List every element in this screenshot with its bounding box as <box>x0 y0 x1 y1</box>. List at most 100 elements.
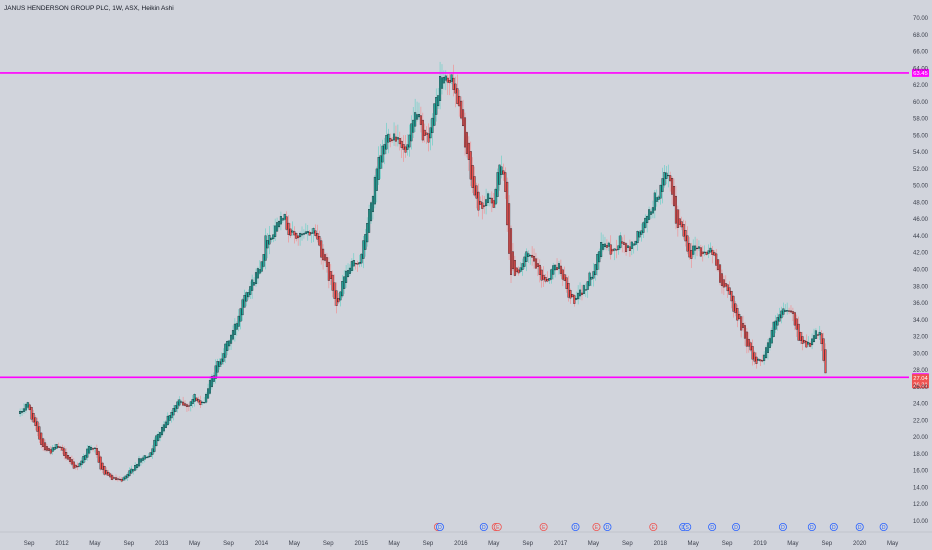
dividend-icon[interactable] <box>479 523 488 532</box>
candle-body <box>97 451 100 463</box>
dividend-icon[interactable] <box>855 523 864 532</box>
candle-body <box>751 346 754 360</box>
candle-body <box>724 283 727 287</box>
event-marker-label: D <box>858 525 862 531</box>
y-tick-label: 58.00 <box>913 117 929 123</box>
candle <box>450 74 453 85</box>
candle-body <box>394 136 397 142</box>
candle-body <box>626 245 630 248</box>
x-tick-label: Sep <box>223 541 234 547</box>
candle <box>607 241 610 252</box>
event-marker-dividend[interactable]: D <box>879 523 888 532</box>
dividend-icon[interactable] <box>829 523 838 532</box>
dividend-icon[interactable] <box>778 523 787 532</box>
candle <box>674 185 677 230</box>
event-marker-earnings[interactable]: E <box>493 523 502 532</box>
event-marker-split[interactable]: S <box>683 523 692 532</box>
y-tick-label: 24.00 <box>913 402 929 408</box>
event-marker-earnings[interactable]: E <box>592 523 601 532</box>
candle <box>590 275 593 287</box>
split-icon[interactable] <box>683 523 692 532</box>
earnings-icon[interactable] <box>592 523 601 532</box>
candle <box>797 316 800 341</box>
dividend-icon[interactable] <box>435 523 444 532</box>
candle <box>283 213 286 221</box>
candle-body <box>393 133 396 141</box>
candle-body <box>410 123 413 142</box>
candle <box>393 122 396 146</box>
candle-body <box>383 144 386 155</box>
candle-body <box>788 310 791 312</box>
candle-body <box>47 448 50 451</box>
earnings-icon[interactable] <box>493 523 502 532</box>
candle-body <box>333 282 336 299</box>
candle-body <box>49 449 52 454</box>
event-marker-earnings[interactable]: E <box>649 523 658 532</box>
event-marker-dividend[interactable]: D <box>855 523 864 532</box>
earnings-icon[interactable] <box>649 523 658 532</box>
candle <box>132 469 135 475</box>
candle <box>145 455 148 459</box>
candle <box>350 258 353 273</box>
candle-body <box>113 477 116 479</box>
candle <box>134 462 137 472</box>
candle <box>513 255 516 277</box>
candle <box>136 463 139 470</box>
candle-body <box>529 254 532 257</box>
candle-body <box>565 277 568 289</box>
candle <box>151 445 154 459</box>
candle-body <box>494 188 497 205</box>
event-marker-label: E <box>542 525 546 531</box>
dividend-icon[interactable] <box>603 523 612 532</box>
earnings-icon[interactable] <box>539 523 548 532</box>
event-marker-dividend[interactable]: D <box>829 523 838 532</box>
candle-body <box>580 292 583 295</box>
dividend-icon[interactable] <box>879 523 888 532</box>
candle <box>649 208 653 219</box>
candle <box>341 274 344 298</box>
candle-body <box>546 279 549 282</box>
event-marker-dividend[interactable]: D <box>571 523 580 532</box>
candle <box>563 266 566 281</box>
candle <box>669 171 672 192</box>
candle-body <box>371 196 374 213</box>
dividend-icon[interactable] <box>571 523 580 532</box>
candle-body <box>352 260 355 267</box>
candle-body <box>602 244 605 250</box>
candle <box>788 307 791 315</box>
event-marker-dividend[interactable]: D <box>778 523 787 532</box>
event-marker-dividend[interactable]: D <box>732 523 741 532</box>
candle <box>527 250 530 263</box>
y-tick-label: 64.00 <box>913 66 929 72</box>
candle <box>256 266 259 284</box>
candle-body <box>59 446 62 448</box>
event-marker-earnings[interactable]: E <box>539 523 548 532</box>
candle-body <box>130 468 133 474</box>
dividend-icon[interactable] <box>807 523 816 532</box>
candle <box>440 64 444 95</box>
event-marker-dividend[interactable]: D <box>807 523 816 532</box>
dividend-icon[interactable] <box>708 523 717 532</box>
candle-body <box>38 426 41 440</box>
candle <box>337 293 340 304</box>
candle <box>728 281 731 295</box>
candle <box>686 226 689 255</box>
event-marker-dividend[interactable]: D <box>435 523 444 532</box>
candle-body <box>659 184 662 199</box>
candle <box>603 236 607 250</box>
dividend-icon[interactable] <box>732 523 741 532</box>
candle <box>655 189 658 207</box>
event-marker-dividend[interactable]: D <box>479 523 488 532</box>
candle <box>536 257 539 277</box>
candle <box>417 102 421 120</box>
event-marker-dividend[interactable]: D <box>603 523 612 532</box>
candle-body <box>42 438 45 447</box>
y-tick-label: 62.00 <box>913 83 929 89</box>
event-marker-dividend[interactable]: D <box>708 523 717 532</box>
candle-body <box>636 231 639 244</box>
candle-body <box>738 314 741 320</box>
candle-body <box>327 261 330 281</box>
candle-body <box>590 277 593 280</box>
candle-body <box>473 176 476 196</box>
candle <box>233 318 236 342</box>
